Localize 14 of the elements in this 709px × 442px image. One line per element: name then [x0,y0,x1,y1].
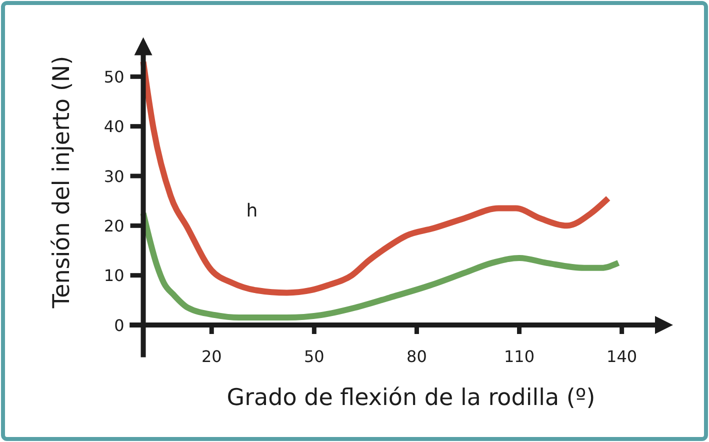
y-axis-title: Tensión del injerto (N) [49,56,75,310]
x-axis-title: Grado de flexión de la rodilla (º) [226,385,596,411]
y-tick-label: 40 [104,117,124,136]
y-tick-label: 20 [104,216,124,236]
x-tick-label: 110 [504,347,535,366]
x-tick-label: 80 [406,347,427,366]
x-tick-label: 50 [304,347,324,366]
y-tick-label: 50 [104,67,124,86]
y-tick-label: 0 [114,316,124,335]
y-tick-label: 30 [104,166,124,186]
x-tick-label: 140 [606,347,638,366]
annotation: h [246,200,258,222]
x-tick-label: 20 [201,347,222,366]
y-tick-label: 10 [104,266,124,286]
